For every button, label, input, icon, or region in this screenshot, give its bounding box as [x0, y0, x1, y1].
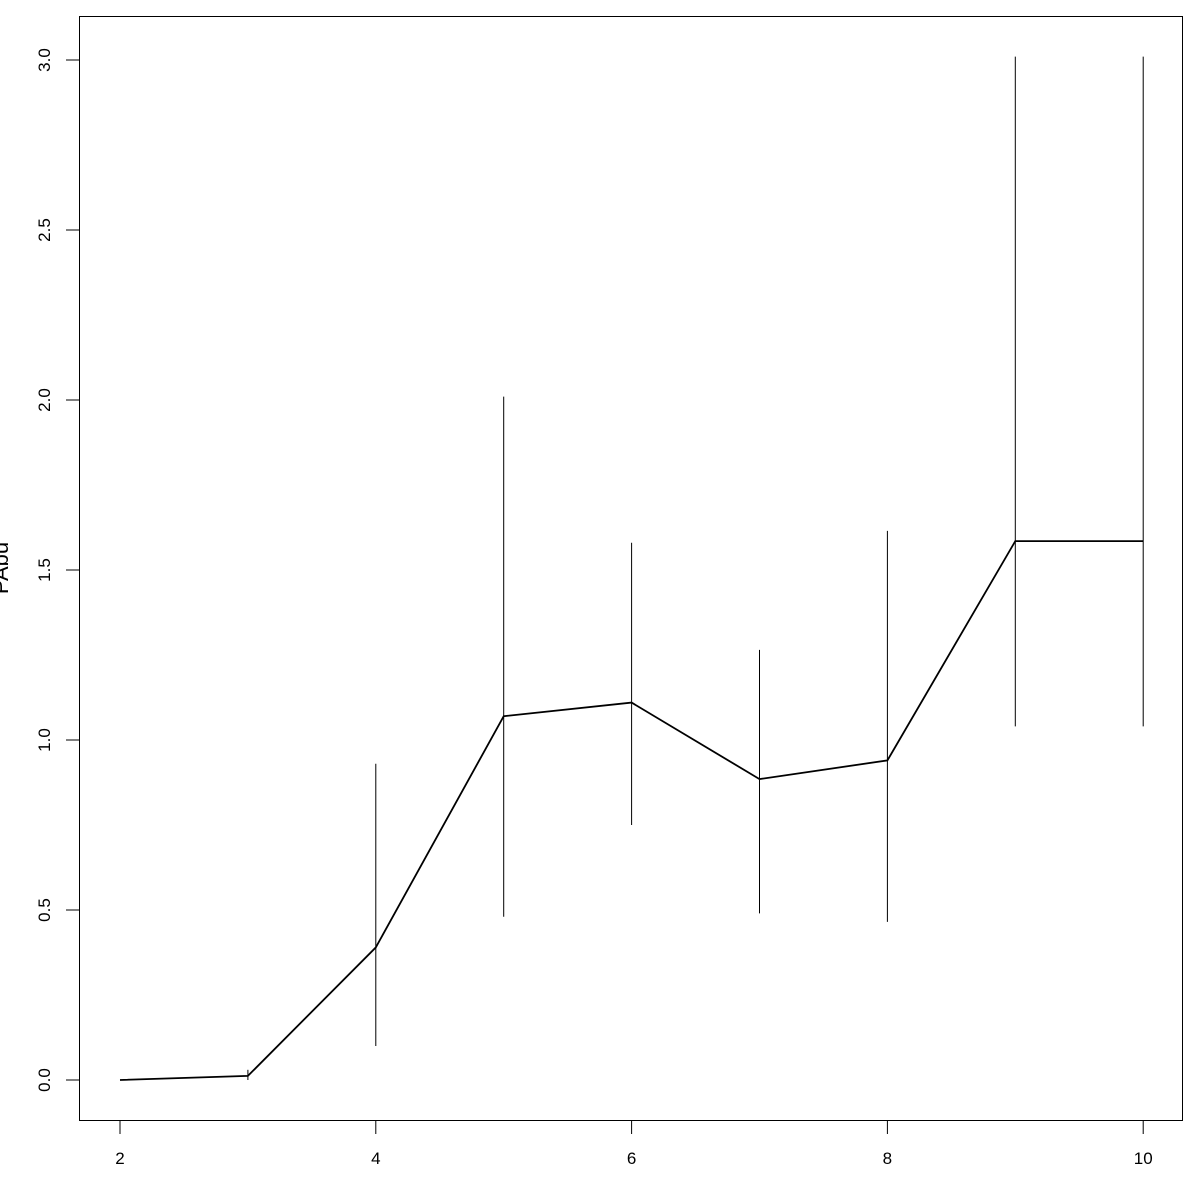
- y-tick-label: 0.5: [35, 898, 54, 922]
- x-tick-label: 10: [1134, 1149, 1153, 1168]
- y-tick-label: 2.0: [35, 388, 54, 412]
- error-bars: [247, 56, 1144, 1080]
- y-tick-label: 1.5: [35, 558, 54, 582]
- x-tick-label: 2: [115, 1149, 124, 1168]
- series-line: [119, 540, 1144, 1081]
- x-tick-label: 4: [371, 1149, 380, 1168]
- y-tick-label: 0.0: [35, 1068, 54, 1092]
- y-tick-label: 1.0: [35, 728, 54, 752]
- y-tick-label: 2.5: [35, 218, 54, 242]
- x-tick-label: 8: [883, 1149, 892, 1168]
- plot-box: [79, 16, 1183, 1121]
- y-tick-label: 3.0: [35, 48, 54, 72]
- y-axis: 0.0 0.5 1.0 1.5 2.0 2.5 3.0: [35, 48, 80, 1092]
- x-tick-label: 6: [627, 1149, 636, 1168]
- y-axis-label: PAbu: [0, 542, 13, 594]
- x-axis: 2 4 6 8 10: [115, 1120, 1153, 1168]
